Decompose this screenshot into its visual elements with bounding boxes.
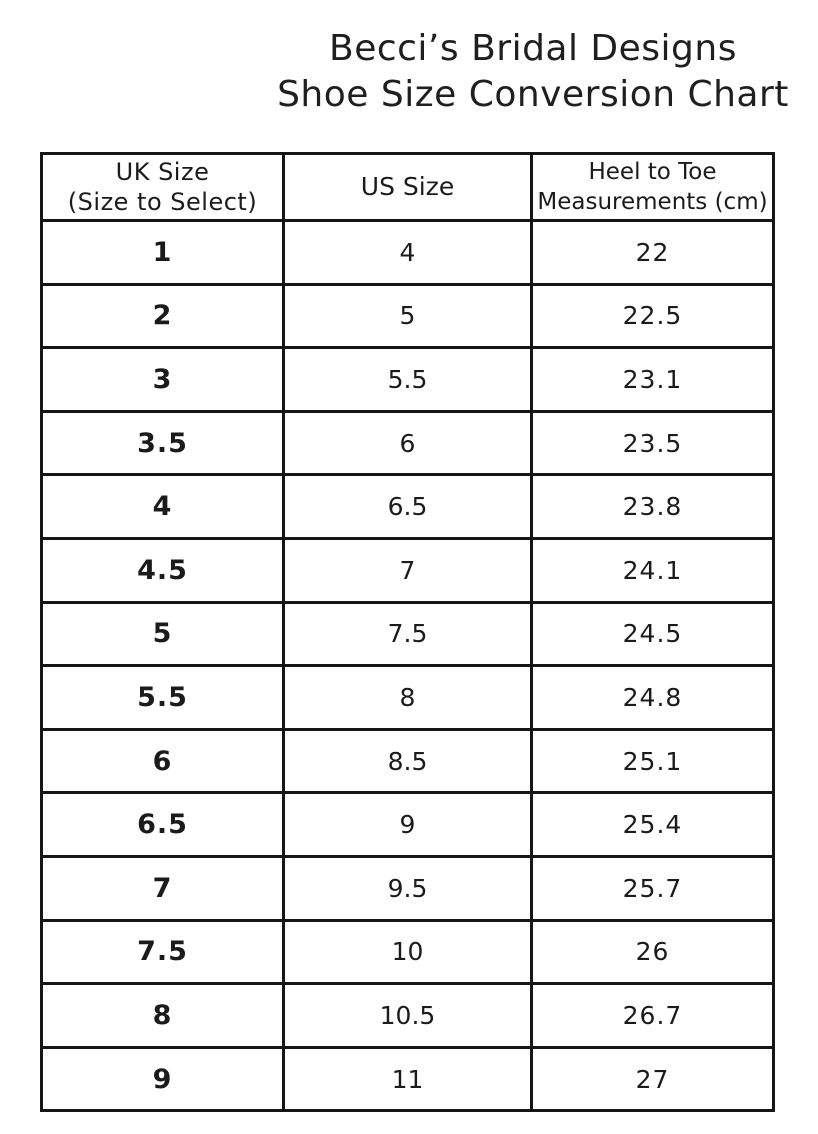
page-title-line2: Shoe Size Conversion Chart [277, 74, 789, 115]
us-size-cell: 4 [282, 219, 533, 286]
us-size-header-label: US Size [360, 172, 455, 201]
uk-size-cell: 7 [40, 854, 285, 922]
us-size-cell: 9.5 [282, 854, 533, 922]
heel-toe-header: Heel to Toe Measurements (cm) [530, 152, 775, 222]
table-row: 5 7.5 24.5 [40, 600, 775, 668]
uk-size-cell: 7.5 [40, 918, 285, 986]
us-size-cell: 10 [282, 918, 533, 986]
table-row: 3.5 6 23.5 [40, 409, 775, 477]
heel-toe-header-line2: Measurements (cm) [537, 189, 768, 215]
page-title: Becci’s Bridal Designs Shoe Size Convers… [0, 26, 818, 118]
heel-toe-cell: 25.1 [530, 727, 775, 795]
us-size-cell: 10.5 [282, 982, 533, 1049]
us-size-cell: 5.5 [282, 346, 533, 413]
uk-size-cell: 8 [40, 982, 285, 1049]
uk-size-cell: 9 [40, 1045, 285, 1113]
table-row: 1 4 22 [40, 219, 775, 286]
uk-size-header: UK Size (Size to Select) [40, 152, 285, 222]
table-header-row: UK Size (Size to Select) US Size Heel to… [40, 152, 775, 222]
us-size-cell: 8.5 [282, 727, 533, 795]
us-size-cell: 8 [282, 664, 533, 731]
table-row: 3 5.5 23.1 [40, 346, 775, 413]
table-row: 9 11 27 [40, 1045, 775, 1113]
size-conversion-table: UK Size (Size to Select) US Size Heel to… [40, 152, 775, 1113]
us-size-header: US Size [282, 152, 533, 222]
table-row: 2 5 22.5 [40, 282, 775, 350]
us-size-cell: 6 [282, 409, 533, 477]
uk-size-cell: 5 [40, 600, 285, 668]
size-conversion-table-wrap: UK Size (Size to Select) US Size Heel to… [40, 152, 775, 1113]
table-row: 8 10.5 26.7 [40, 982, 775, 1049]
heel-toe-cell: 23.5 [530, 409, 775, 477]
uk-size-header-line2: (Size to Select) [67, 188, 258, 216]
table-row: 4 6.5 23.8 [40, 473, 775, 540]
us-size-cell: 5 [282, 282, 533, 350]
heel-toe-cell: 22 [530, 219, 775, 286]
uk-size-cell: 2 [40, 282, 285, 350]
uk-size-cell: 4 [40, 473, 285, 540]
heel-toe-header-line1: Heel to Toe [588, 159, 717, 185]
table-row: 6.5 9 25.4 [40, 791, 775, 858]
heel-toe-cell: 25.4 [530, 791, 775, 858]
us-size-cell: 7.5 [282, 600, 533, 668]
heel-toe-cell: 25.7 [530, 854, 775, 922]
uk-size-cell: 6.5 [40, 791, 285, 858]
us-size-cell: 7 [282, 536, 533, 604]
uk-size-cell: 5.5 [40, 664, 285, 731]
us-size-cell: 6.5 [282, 473, 533, 540]
heel-toe-cell: 23.8 [530, 473, 775, 540]
uk-size-cell: 3.5 [40, 409, 285, 477]
table-row: 5.5 8 24.8 [40, 664, 775, 731]
table-row: 7 9.5 25.7 [40, 854, 775, 922]
table-row: 7.5 10 26 [40, 918, 775, 986]
page-title-line1: Becci’s Bridal Designs [329, 28, 737, 69]
uk-size-cell: 6 [40, 727, 285, 795]
us-size-cell: 9 [282, 791, 533, 858]
table-row: 4.5 7 24.1 [40, 536, 775, 604]
heel-toe-cell: 22.5 [530, 282, 775, 350]
uk-size-header-line1: UK Size [115, 158, 210, 186]
heel-toe-cell: 26 [530, 918, 775, 986]
us-size-cell: 11 [282, 1045, 533, 1113]
table-row: 6 8.5 25.1 [40, 727, 775, 795]
heel-toe-cell: 26.7 [530, 982, 775, 1049]
heel-toe-cell: 24.5 [530, 600, 775, 668]
heel-toe-cell: 24.8 [530, 664, 775, 731]
heel-toe-cell: 23.1 [530, 346, 775, 413]
uk-size-cell: 4.5 [40, 536, 285, 604]
uk-size-cell: 1 [40, 219, 285, 286]
uk-size-cell: 3 [40, 346, 285, 413]
heel-toe-cell: 27 [530, 1045, 775, 1113]
heel-toe-cell: 24.1 [530, 536, 775, 604]
